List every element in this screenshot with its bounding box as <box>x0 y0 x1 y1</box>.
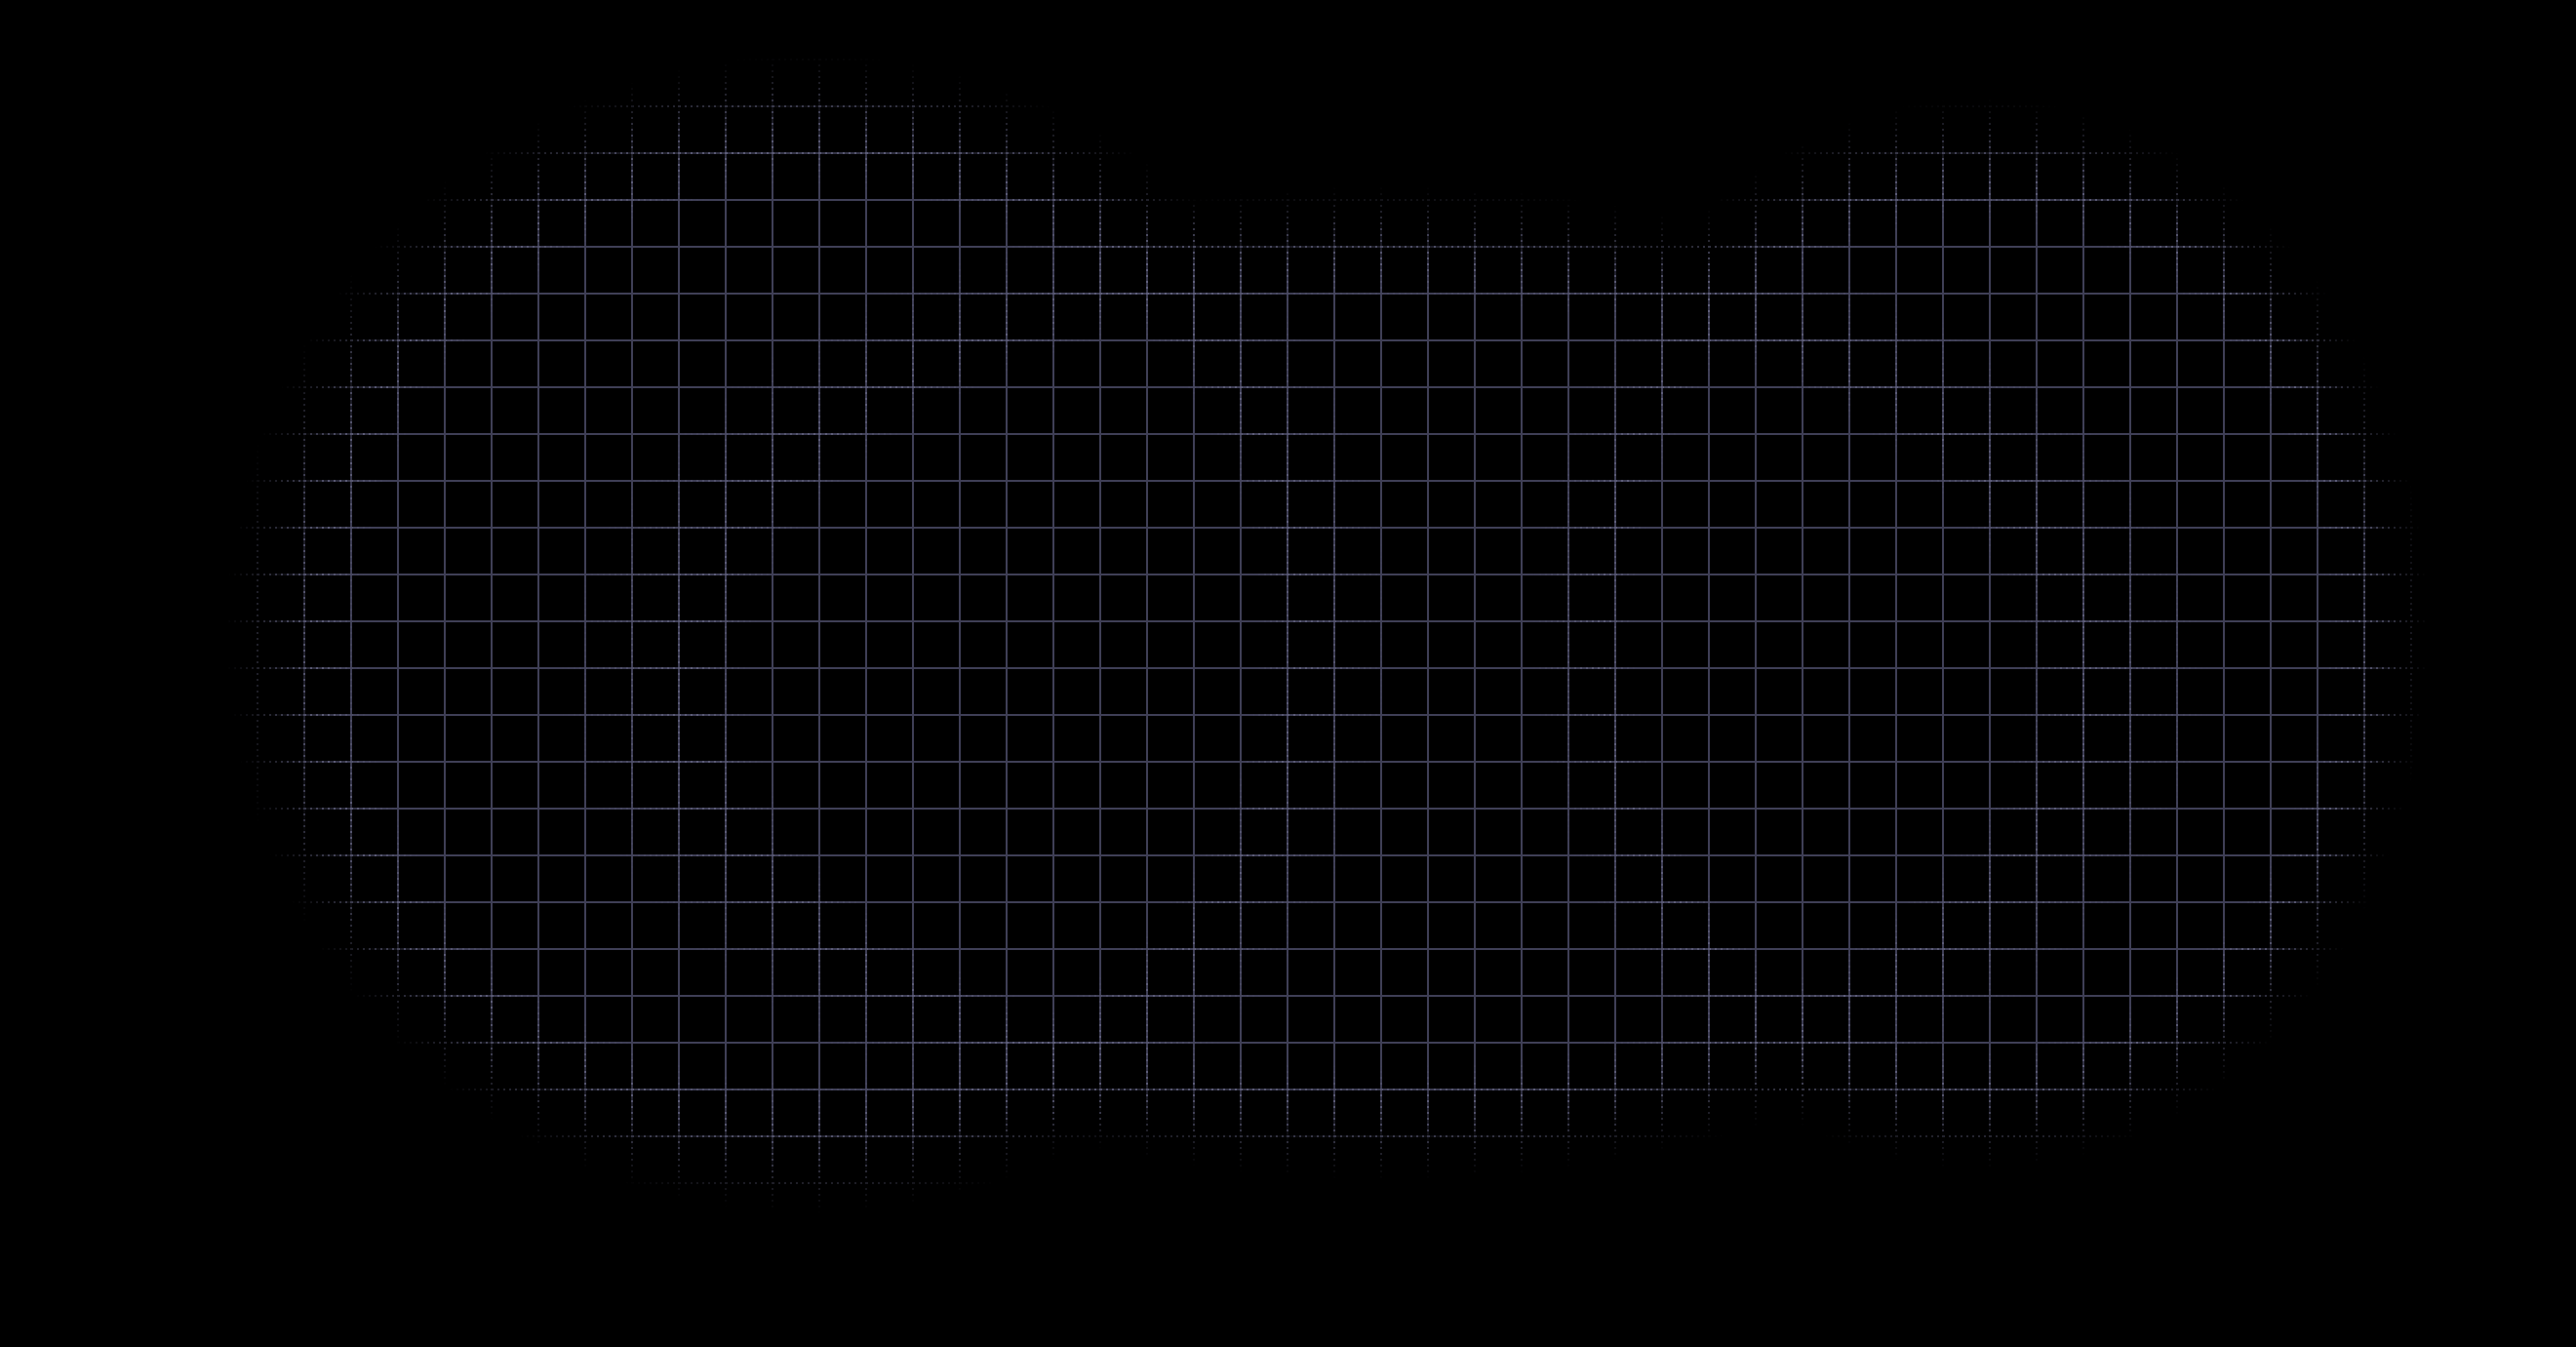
viewport <box>0 0 2576 1347</box>
fog-grid-canvas[interactable] <box>0 0 2576 1347</box>
grid-lines-fog-fringe <box>0 0 2576 1347</box>
